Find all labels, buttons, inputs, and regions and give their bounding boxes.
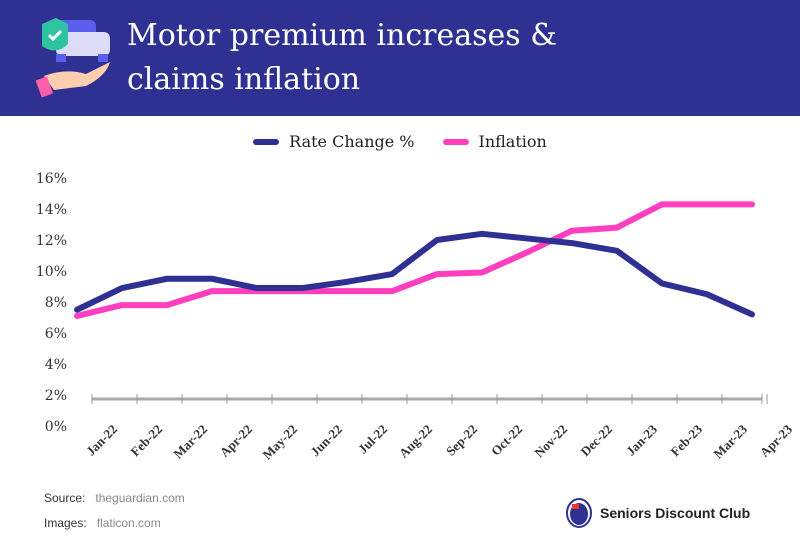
x-tick-label: Jul-22	[355, 422, 390, 457]
seniors-logo-icon	[566, 498, 592, 528]
header: Motor premium increases & claims inflatio…	[0, 0, 800, 116]
x-tick-label: Mar-22	[170, 422, 210, 462]
y-tick-label: 2%	[45, 388, 67, 404]
line-chart: 0% 2% 4% 6% 8% 10% 12% 14% 16% Jan-22 Feb-22 Mar-22…	[36, 171, 796, 463]
y-tick-label: 12%	[36, 233, 67, 249]
x-tick-label: May-22	[259, 422, 300, 463]
y-tick-label: 14%	[36, 202, 67, 218]
x-tick-label: Sep-22	[443, 422, 480, 459]
brand-name: Seniors Discount Club	[600, 505, 751, 521]
x-tick-label: Mar-23	[710, 421, 750, 461]
legend-rate: Rate Change %	[253, 132, 415, 151]
x-tick-label: Dec-22	[577, 422, 615, 460]
y-tick-label: 10%	[36, 264, 67, 280]
y-tick-label: 16%	[36, 171, 67, 187]
legend-inflation: Inflation	[442, 132, 547, 151]
x-tick-label: Apr-23	[757, 421, 796, 460]
legend-swatch-rate	[253, 138, 280, 145]
x-tick-label: Feb-22	[127, 422, 165, 460]
source-value: theguardian.com	[95, 491, 185, 505]
legend-swatch-inflation	[442, 138, 469, 145]
x-tick-label: Nov-22	[531, 422, 570, 461]
brand-logo: Seniors Discount Club	[566, 498, 750, 528]
legend-label-rate: Rate Change %	[289, 132, 415, 151]
x-tick-label: Aug-22	[396, 422, 435, 461]
x-tick-label: Apr-22	[217, 422, 255, 460]
y-tick-label: 6%	[45, 326, 67, 342]
car-insurance-icon	[36, 18, 110, 98]
y-tick-label: 4%	[45, 357, 67, 373]
source-label: Source:	[44, 491, 86, 505]
legend-label-inflation: Inflation	[478, 132, 547, 151]
x-tick-label: Jun-22	[307, 422, 345, 460]
source-line: Source: theguardian.com	[44, 491, 185, 505]
images-line: Images: flaticon.com	[44, 516, 161, 530]
title-line-1: Motor premium increases &	[127, 18, 557, 53]
series-line-rate	[74, 230, 755, 318]
x-tick-label: Oct-22	[488, 422, 525, 459]
y-tick-label: 8%	[45, 295, 67, 311]
x-tick-label: Jan-23	[623, 421, 661, 459]
images-label: Images:	[44, 516, 87, 530]
series-line-inflation	[74, 201, 755, 319]
x-tick-label: Jan-22	[83, 422, 120, 459]
legend: Rate Change % Inflation	[0, 132, 800, 151]
title-line-2: claims inflation	[127, 62, 361, 97]
chart-title: Motor premium increases & claims inflatio…	[127, 14, 557, 102]
y-tick-label: 0%	[45, 419, 67, 435]
x-tick-label: Feb-23	[667, 421, 705, 459]
images-value: flaticon.com	[96, 516, 161, 530]
